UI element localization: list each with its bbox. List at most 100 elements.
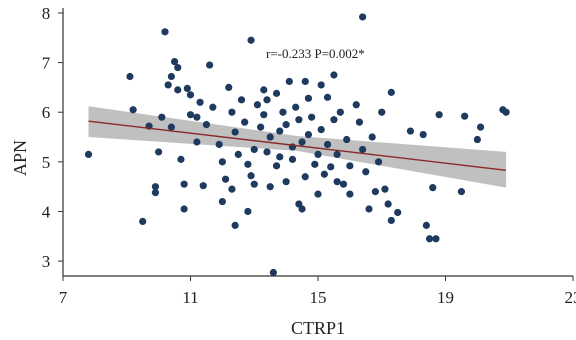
data-point [244,207,252,216]
data-point [263,96,271,104]
data-point [330,71,338,79]
data-point [323,140,332,149]
data-point [129,106,137,114]
data-point [301,173,309,181]
data-point [84,150,93,159]
data-point [457,188,466,196]
data-point [269,268,277,277]
data-point [317,81,325,89]
data-point [374,158,383,166]
data-point [257,123,265,131]
data-point [164,81,172,89]
x-ticks: 7 11 15 19 23 [59,276,576,307]
data-point [253,101,262,109]
data-point [158,113,166,121]
data-point [295,116,303,124]
data-point [473,135,481,144]
data-point [502,108,510,116]
data-point [298,138,306,146]
data-point [343,135,351,144]
x-tick-label: 7 [59,288,68,307]
data-point [362,168,370,176]
data-point [422,221,430,229]
data-point [359,145,367,154]
x-tick-label: 15 [310,288,327,307]
data-point [250,180,258,188]
data-point [288,155,297,163]
y-tick-label: 3 [42,252,51,271]
data-point [260,86,268,94]
data-point [151,189,160,197]
data-point [215,140,223,149]
data-point [218,197,226,206]
data-point [346,162,354,170]
data-point [346,190,354,198]
data-point [231,128,239,136]
data-point [266,133,274,141]
data-point [174,86,182,94]
data-point [314,150,322,159]
data-point [359,13,367,21]
data-point [237,96,246,104]
confidence-band [88,106,507,188]
y-tick-label: 4 [42,202,51,221]
data-points [84,13,510,277]
plot-area [84,13,510,277]
data-point [282,121,290,129]
data-point [279,108,287,116]
data-point [167,72,175,81]
regression-line [88,120,507,171]
data-point [330,116,338,124]
data-point [241,118,249,126]
data-point [196,98,204,106]
data-point [218,158,226,166]
x-tick-label: 23 [565,288,576,307]
data-point [272,162,281,170]
data-point [339,180,348,188]
data-point [193,138,201,146]
data-point [177,155,185,163]
data-point [244,160,252,168]
y-ticks: 3 4 5 6 7 8 [42,4,63,271]
data-point [247,36,255,44]
data-point [247,172,255,180]
data-point [193,113,201,121]
data-point [304,130,313,139]
data-point [387,216,395,225]
data-point [285,77,293,86]
data-point [419,130,427,139]
y-tick-label: 8 [42,4,51,23]
data-point [155,148,163,156]
data-point [317,125,325,134]
data-point [311,160,319,168]
data-point [180,180,188,188]
x-tick-label: 19 [437,288,454,307]
data-point [301,77,309,86]
data-point [368,133,376,141]
data-point [387,88,395,96]
y-tick-label: 5 [42,153,51,172]
data-point [429,184,437,192]
data-point [333,178,341,186]
data-point [266,183,274,191]
data-point [139,217,147,226]
data-point [304,94,313,102]
data-point [263,148,271,156]
data-point [371,188,379,196]
data-point [381,185,389,193]
data-point [327,163,335,171]
data-point [221,175,230,183]
data-point [231,221,239,229]
data-point [260,111,268,119]
correlation-annotation: r=-0.233 P=0.002* [266,46,365,61]
data-point [378,108,386,116]
data-point [126,72,134,81]
axes: 7 11 15 19 23 3 4 5 6 7 8 [42,4,576,307]
data-point [161,28,169,36]
data-point [234,150,242,159]
data-point [180,205,188,213]
data-point [276,153,284,161]
data-point [432,235,440,243]
data-point [170,58,179,66]
